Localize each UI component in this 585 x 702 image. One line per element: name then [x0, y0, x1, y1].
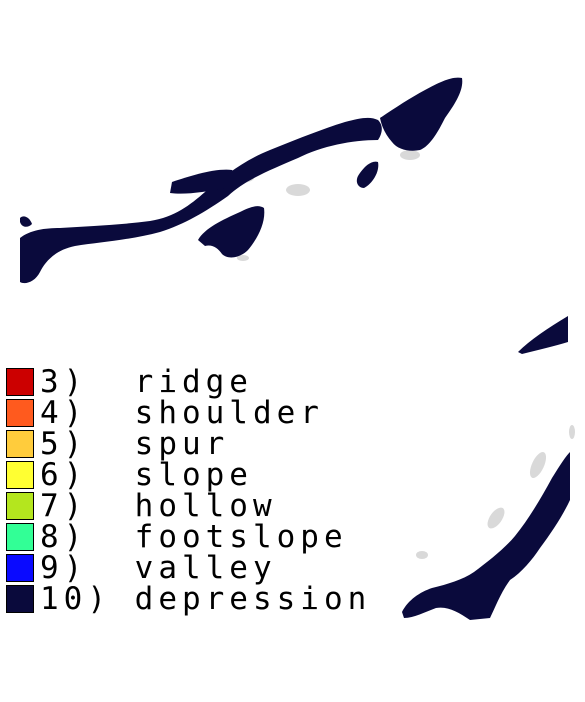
legend-label-hollow: 7) hollow — [40, 488, 277, 524]
legend-swatch-shoulder — [6, 399, 34, 427]
depression-areas — [20, 77, 570, 620]
legend-swatch-footslope — [6, 523, 34, 551]
legend-swatch-ridge — [6, 368, 34, 396]
legend-label-footslope: 8) footslope — [40, 519, 348, 555]
legend-swatch-depression — [6, 585, 34, 613]
legend-swatch-hollow — [6, 492, 34, 520]
legend-label-depression: 10) depression — [40, 581, 372, 617]
legend-label-spur: 5) spur — [40, 426, 230, 462]
legend-swatch-valley — [6, 554, 34, 582]
legend-label-slope: 6) slope — [40, 457, 253, 493]
legend-label-shoulder: 4) shoulder — [40, 395, 324, 431]
map-shading — [226, 150, 575, 559]
legend-label-ridge: 3) ridge — [40, 364, 253, 400]
legend-label-valley: 9) valley — [40, 550, 277, 586]
legend-swatch-slope — [6, 461, 34, 489]
legend-swatch-spur — [6, 430, 34, 458]
